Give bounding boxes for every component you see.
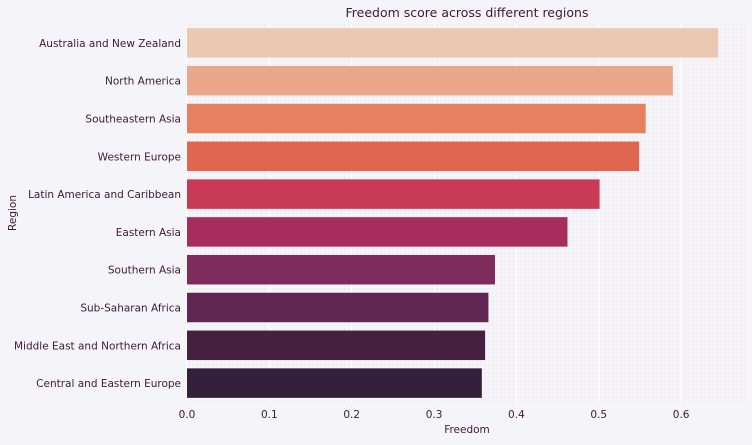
y-tick-label: Southern Asia <box>108 265 181 277</box>
bar <box>187 179 600 209</box>
bar <box>187 368 482 398</box>
y-tick-label: Australia and New Zealand <box>39 38 181 50</box>
y-tick-label: Western Europe <box>98 151 181 163</box>
y-tick-label: Eastern Asia <box>116 227 181 239</box>
x-tick-label: 0.0 <box>179 409 196 421</box>
bar <box>187 254 495 285</box>
bars <box>187 28 719 398</box>
x-tick-label: 0.1 <box>261 409 278 421</box>
bar <box>187 141 640 172</box>
y-tick-label: Latin America and Caribbean <box>28 189 181 201</box>
x-axis-label: Freedom <box>444 424 490 436</box>
bar <box>187 65 673 96</box>
y-tick-label: Middle East and Northern Africa <box>14 340 181 352</box>
bar <box>187 28 719 58</box>
x-tick-label: 0.6 <box>673 409 690 421</box>
y-tick-label: Central and Eastern Europe <box>36 378 181 390</box>
chart-title: Freedom score across different regions <box>346 5 589 20</box>
y-tick-labels: Australia and New Zealand North America So… <box>14 38 181 390</box>
bar <box>187 330 486 361</box>
bar <box>187 103 646 134</box>
y-tick-label: Sub-Saharan Africa <box>80 303 181 315</box>
x-tick-labels: 0.0 0.1 0.2 0.3 0.4 0.5 0.6 <box>179 409 690 421</box>
y-tick-label: North America <box>105 76 181 88</box>
x-tick-label: 0.3 <box>426 409 443 421</box>
x-tick-label: 0.4 <box>508 409 525 421</box>
bar <box>187 217 568 247</box>
x-tick-label: 0.5 <box>590 409 607 421</box>
y-axis-label: Region <box>7 195 19 231</box>
y-tick-label: Southeastern Asia <box>85 114 181 126</box>
x-tick-label: 0.2 <box>343 409 360 421</box>
bar <box>187 292 489 323</box>
